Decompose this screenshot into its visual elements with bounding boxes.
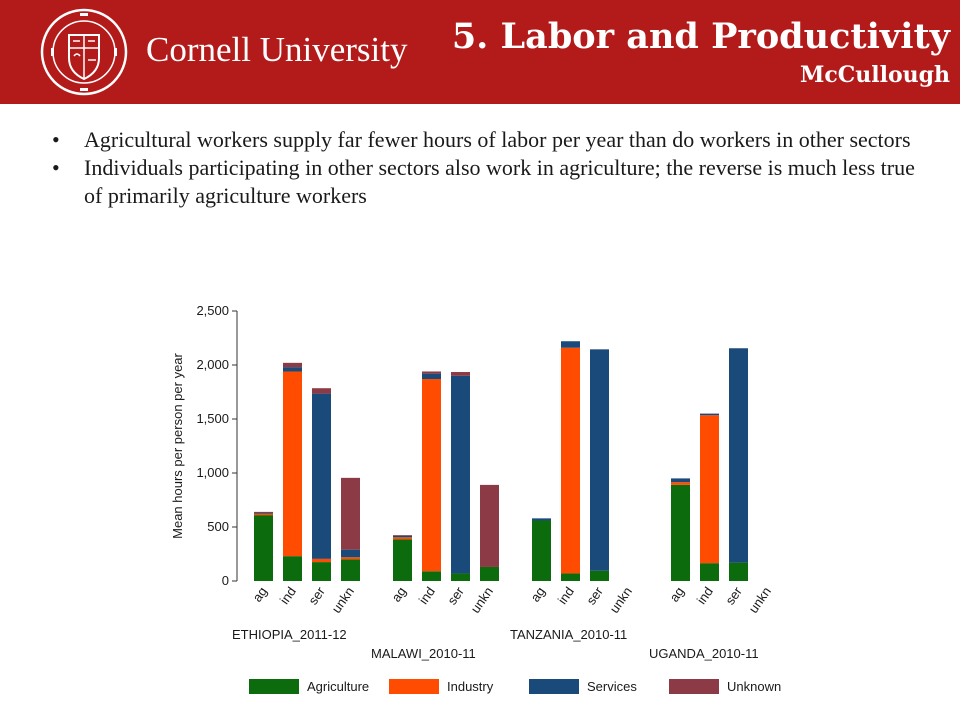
header-bar: Cornell University 5. Labor and Producti… [0,0,960,104]
bar-segment-services [283,367,302,372]
x-tick-label: ag [388,584,409,604]
legend-swatch-agriculture [249,679,299,694]
bar-segment-agriculture [590,570,609,581]
y-tick-label: 1,500 [196,411,229,426]
bar-segment-services [393,535,412,538]
x-tick-label: ser [444,584,467,608]
bar-segment-agriculture [312,562,331,581]
group-label: MALAWI_2010-11 [371,646,476,661]
bar-segment-services [451,375,470,574]
x-tick-label: unkn [328,584,356,616]
bar-segment-agriculture [671,484,690,581]
x-tick-label: unkn [467,584,495,616]
bar-segment-industry [393,537,412,540]
x-tick-label: ag [249,584,270,604]
bar-segment-agriculture [283,556,302,581]
bar-segment-services [312,393,331,559]
bar-segment-industry [312,558,331,563]
bullet-list: • Agricultural workers supply far fewer h… [52,126,932,210]
stacked-bar-chart: 0 500 1,000 1,500 2,000 2,500 Mean hours per p… [170,303,781,694]
bar-segment-industry [561,347,580,574]
bar-segment-agriculture [700,563,719,581]
bar-segment-services [729,348,748,563]
bar-segment-agriculture [561,573,580,581]
bar-segment-services [341,549,360,558]
x-tick-label: unkn [745,584,773,616]
group-label: TANZANIA_2010-11 [510,627,627,642]
legend-label: Industry [447,679,494,694]
cornell-seal-logo [40,8,128,96]
bar-segment-industry [671,482,690,485]
legend-swatch-services [529,679,579,694]
bar-segment-services [532,518,551,521]
bar-segment-agriculture [729,562,748,581]
bar-segment-unknown [451,372,470,376]
x-tick-label: ag [666,584,687,604]
x-tick-label: ind [555,584,577,607]
bar-segment-services [254,512,273,514]
bar-segment-agriculture [393,539,412,581]
y-tick-label: 500 [207,519,229,534]
x-tick-label: ind [694,584,716,607]
y-tick-label: 1,000 [196,465,229,480]
bullet-item: • Individuals participating in other sect… [52,154,932,210]
bar-segment-services [561,341,580,348]
bullet-dot: • [52,127,60,152]
y-axis-title: Mean hours per person per year [170,352,185,538]
bar-segment-unknown [393,535,412,536]
x-tick-label: ag [527,584,548,604]
bar-segment-services [590,349,609,571]
bar-segment-services [671,478,690,483]
group-label: ETHIOPIA_2011-12 [232,627,347,642]
legend-swatch-unknown [669,679,719,694]
bar-segment-services [700,413,719,416]
bar-segment-unknown [254,511,273,513]
bar-segment-agriculture [422,571,441,581]
bullet-text: Individuals participating in other secto… [84,155,915,208]
university-name: Cornell University [146,30,408,69]
bar-segment-unknown [422,371,441,374]
bar-segment-agriculture [341,559,360,581]
legend-swatch-industry [389,679,439,694]
bar-segment-agriculture [480,566,499,581]
bullet-dot: • [52,155,60,180]
legend-label: Services [587,679,637,694]
bar-segment-unknown [480,484,499,567]
bar-segment-industry [341,557,360,560]
bar-segment-unknown [341,477,360,550]
bar-segment-industry [700,415,719,564]
y-tick-label: 2,500 [196,303,229,318]
bar-segment-services [422,373,441,380]
bar-segment-unknown [312,388,331,394]
bar-segment-industry [283,371,302,557]
bar-segment-agriculture [451,573,470,581]
x-tick-label: ser [305,584,328,608]
bar-segment-agriculture [532,520,551,581]
slide-title: 5. Labor and Productivity [451,16,950,57]
bar-segment-unknown [283,362,302,368]
bullet-text: Agricultural workers supply far fewer ho… [84,127,911,152]
bullet-item: • Agricultural workers supply far fewer h… [52,126,932,154]
legend-label: Agriculture [307,679,369,694]
slide-author: McCullough [799,62,950,88]
bar-segment-industry [254,513,273,516]
x-tick-label: ser [583,584,606,608]
group-label: UGANDA_2010-11 [649,646,759,661]
legend-label: Unknown [727,679,781,694]
x-tick-label: ind [277,584,299,607]
x-tick-label: ser [722,584,745,608]
x-tick-label: unkn [606,584,634,616]
y-tick-label: 2,000 [196,357,229,372]
bar-segment-agriculture [254,515,273,581]
y-tick-label: 0 [222,573,229,588]
bar-segment-industry [422,379,441,572]
x-tick-label: ind [416,584,438,607]
